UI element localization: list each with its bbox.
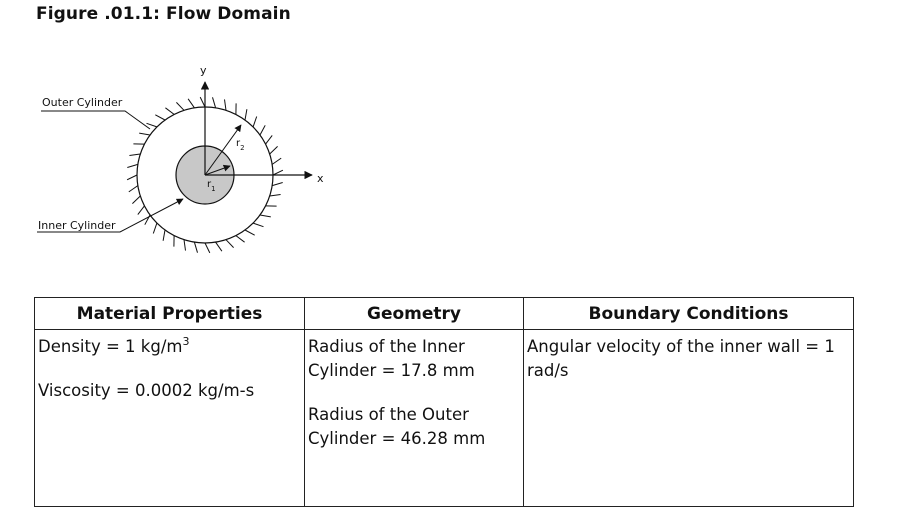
hatch-mark — [269, 194, 281, 197]
hatch-mark — [215, 241, 223, 252]
header-geometry: Geometry — [304, 297, 524, 330]
inner-cylinder-label: Inner Cylinder — [38, 219, 116, 232]
hatch-mark — [224, 99, 227, 111]
hatch-mark — [265, 135, 273, 145]
hatch-mark — [225, 239, 234, 248]
r1-label: r1 — [207, 179, 216, 193]
hatch-mark — [146, 122, 158, 128]
hatch-mark — [235, 235, 245, 243]
boundary-cell: Angular velocity of the inner wall = 1 r… — [523, 329, 854, 507]
outer-cylinder-label: Outer Cylinder — [42, 96, 123, 109]
hatch-mark — [187, 98, 195, 109]
r2-label: r2 — [236, 138, 245, 152]
header-material-properties: Material Properties — [34, 297, 305, 330]
hatch-mark — [128, 185, 139, 193]
hatch-mark — [199, 96, 206, 108]
hatch-mark — [152, 222, 158, 234]
hatch-mark — [244, 229, 255, 236]
hatch-mark — [176, 102, 185, 111]
hatch-mark — [127, 163, 138, 168]
hatch-mark — [272, 169, 284, 176]
table-row: Density = 1 kg/m3 Viscosity = 0.0002 kg/… — [34, 329, 854, 507]
hatch-mark — [132, 195, 141, 204]
header-boundary-conditions: Boundary Conditions — [523, 297, 854, 330]
x-axis-label: x — [317, 172, 324, 185]
hatch-mark — [165, 107, 175, 115]
hatch-mark — [137, 205, 145, 215]
outer-wall-hatching — [126, 96, 284, 254]
flow-domain-diagram: y x r2 r1 Outer Cylinder Inner Cylinder — [37, 64, 324, 254]
y-axis-label: y — [200, 64, 207, 77]
hatch-mark — [252, 222, 264, 228]
material-cell: Density = 1 kg/m3 Viscosity = 0.0002 kg/… — [34, 329, 305, 507]
figure-title: Figure .01.1: Flow Domain — [36, 4, 291, 24]
inner-cylinder-leader — [37, 198, 184, 233]
hatch-mark — [259, 125, 266, 136]
hatch-mark — [139, 132, 151, 136]
hatch-mark — [252, 116, 258, 128]
inner-radius-text: Radius of the Inner Cylinder = 17.8 mm — [308, 337, 475, 380]
hatch-mark — [204, 242, 211, 254]
density-text: Density = 1 kg/m3 — [38, 335, 190, 356]
hatch-mark — [244, 109, 248, 121]
outer-cylinder-leader — [41, 110, 151, 130]
hatch-mark — [272, 182, 283, 187]
r2-radius-arrow — [204, 124, 242, 176]
hatch-mark — [269, 146, 278, 155]
hatch-mark — [259, 214, 271, 218]
angular-velocity-text: Angular velocity of the inner wall = 1 r… — [527, 337, 835, 380]
hatch-mark — [126, 174, 138, 181]
hatch-mark — [129, 153, 141, 156]
hatch-mark — [193, 242, 198, 253]
hatch-mark — [212, 97, 217, 108]
properties-table: Material Properties Geometry Boundary Co… — [34, 297, 854, 507]
viscosity-text: Viscosity = 0.0002 kg/m-s — [38, 381, 255, 400]
hatch-mark — [271, 157, 282, 165]
hatch-mark — [183, 239, 186, 251]
hatch-mark — [155, 114, 166, 121]
outer-radius-text: Radius of the Outer Cylinder = 46.28 mm — [308, 405, 486, 448]
r1-radius-arrow — [204, 164, 231, 176]
hatch-mark — [162, 229, 166, 241]
table-header-row: Material Properties Geometry Boundary Co… — [34, 297, 854, 330]
geometry-cell: Radius of the Inner Cylinder = 17.8 mm R… — [304, 329, 524, 507]
